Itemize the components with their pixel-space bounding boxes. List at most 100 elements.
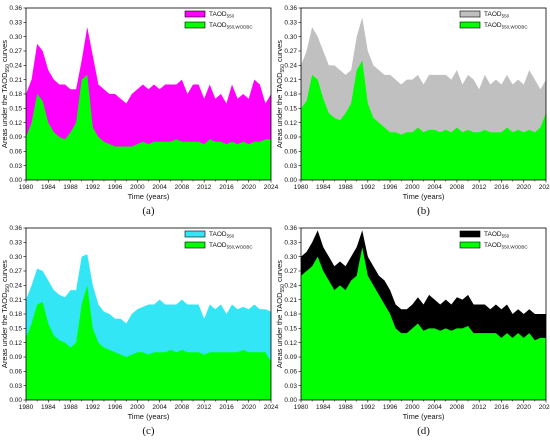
x-tick-label: 2004 (427, 404, 442, 411)
y-tick-label: 0.36 (284, 5, 297, 12)
x-tick-label: 1984 (316, 404, 331, 411)
legend-label: TAOD550 (209, 231, 235, 239)
legend-swatch (459, 10, 481, 18)
x-tick-label: 1996 (108, 404, 123, 411)
y-tick-label: 0.00 (284, 177, 297, 184)
y-tick-label: 0.18 (9, 311, 22, 318)
y-tick-label: 0.00 (9, 397, 22, 404)
y-axis-title: Areas under the TAOD550 curves (0, 260, 11, 368)
x-axis-title: Time (years) (128, 192, 170, 201)
x-tick-label: 2020 (241, 184, 256, 191)
x-tick-label: 2004 (152, 184, 167, 191)
y-tick-label: 0.15 (9, 106, 22, 113)
x-tick-label: 2012 (472, 184, 487, 191)
y-tick-label: 0.03 (284, 163, 297, 170)
x-tick-label: 1996 (383, 404, 398, 411)
legend-swatch (459, 230, 481, 238)
legend-swatch (184, 241, 206, 249)
x-tick-label: 2024 (264, 404, 279, 411)
y-tick-label: 0.30 (284, 34, 297, 41)
legend-label: TAOD550 (209, 11, 235, 19)
y-tick-label: 0.21 (9, 297, 22, 304)
legend-swatch (184, 10, 206, 18)
y-axis-title: Areas under the TAOD550 curves (0, 40, 11, 148)
y-tick-label: 0.33 (9, 20, 22, 27)
x-tick-label: 2000 (405, 404, 420, 411)
y-tick-label: 0.03 (9, 163, 22, 170)
area-series-2 (26, 285, 271, 400)
y-tick-label: 0.24 (9, 63, 22, 70)
y-tick-label: 0.06 (9, 369, 22, 376)
x-tick-label: 2008 (175, 404, 190, 411)
x-tick-label: 2024 (264, 184, 279, 191)
x-tick-label: 2004 (427, 184, 442, 191)
y-tick-label: 0.33 (284, 20, 297, 27)
area-chart-a: 0.00 0.03 0.06 0.09 0.12 0.15 0.18 0.21 0.24 0.27… (0, 5, 279, 217)
x-tick-label: 1996 (108, 184, 123, 191)
x-tick-label: 1988 (338, 184, 353, 191)
legend-swatch (459, 21, 481, 29)
y-tick-label: 0.03 (9, 383, 22, 390)
y-tick-label: 0.27 (284, 268, 297, 275)
x-tick-label: 2020 (516, 184, 531, 191)
y-tick-label: 0.36 (9, 225, 22, 232)
x-tick-label: 1980 (294, 184, 309, 191)
x-tick-label: 2008 (450, 184, 465, 191)
x-tick-label: 2000 (130, 404, 145, 411)
x-tick-label: 1980 (19, 184, 34, 191)
area-chart-d: 0.00 0.03 0.06 0.09 0.12 0.15 0.18 0.21 0.24 0.27… (275, 225, 550, 437)
x-tick-label: 1992 (86, 184, 101, 191)
y-tick-label: 0.36 (9, 5, 22, 12)
x-tick-label: 2008 (450, 404, 465, 411)
y-tick-label: 0.09 (9, 354, 22, 361)
x-tick-label: 1980 (294, 404, 309, 411)
x-tick-label: 2020 (241, 404, 256, 411)
legend-label: TAOD550 (484, 11, 510, 19)
chart-panel-b: 0.00 0.03 0.06 0.09 0.12 0.15 0.18 0.21 0.24 0.27… (275, 0, 550, 220)
chart-panel-a: 0.00 0.03 0.06 0.09 0.12 0.15 0.18 0.21 0.24 0.27… (0, 0, 279, 220)
x-tick-label: 1992 (361, 404, 376, 411)
y-tick-label: 0.09 (284, 354, 297, 361)
x-tick-label: 2000 (405, 184, 420, 191)
panel-caption: (d) (417, 425, 430, 437)
x-tick-label: 1984 (41, 184, 56, 191)
y-tick-label: 0.06 (9, 149, 22, 156)
area-chart-c: 0.00 0.03 0.06 0.09 0.12 0.15 0.18 0.21 0.24 0.27… (0, 225, 279, 437)
y-tick-label: 0.00 (284, 397, 297, 404)
x-tick-label: 1984 (316, 184, 331, 191)
y-tick-label: 0.18 (284, 311, 297, 318)
y-tick-label: 0.27 (9, 268, 22, 275)
legend-label: TAOD550,WODBC (209, 22, 253, 30)
y-tick-label: 0.12 (9, 340, 22, 347)
x-tick-label: 1988 (338, 404, 353, 411)
area-series-2 (26, 74, 271, 180)
y-tick-label: 0.00 (9, 177, 22, 184)
y-tick-label: 0.15 (9, 326, 22, 333)
legend-label: TAOD550,WODBC (484, 22, 528, 30)
y-tick-label: 0.03 (284, 383, 297, 390)
chart-panel-c: 0.00 0.03 0.06 0.09 0.12 0.15 0.18 0.21 0.24 0.27… (0, 220, 279, 440)
x-tick-label: 2016 (219, 184, 234, 191)
y-tick-label: 0.30 (9, 254, 22, 261)
x-tick-label: 2004 (152, 404, 167, 411)
x-tick-label: 2012 (197, 404, 212, 411)
legend-label: TAOD550,WODBC (484, 242, 528, 250)
y-tick-label: 0.27 (284, 48, 297, 55)
y-tick-label: 0.15 (284, 326, 297, 333)
legend-label: TAOD550,WODBC (209, 242, 253, 250)
y-tick-label: 0.21 (284, 297, 297, 304)
legend-label: TAOD550 (484, 231, 510, 239)
legend-swatch (184, 230, 206, 238)
chart-panel-d: 0.00 0.03 0.06 0.09 0.12 0.15 0.18 0.21 0.24 0.27… (275, 220, 550, 440)
y-tick-label: 0.06 (284, 369, 297, 376)
x-tick-label: 2024 (539, 404, 550, 411)
panel-caption: (c) (142, 425, 155, 437)
x-tick-label: 1992 (361, 184, 376, 191)
x-tick-label: 2016 (494, 404, 509, 411)
y-tick-label: 0.09 (9, 134, 22, 141)
y-tick-label: 0.27 (9, 48, 22, 55)
x-tick-label: 1992 (86, 404, 101, 411)
x-tick-label: 1996 (383, 184, 398, 191)
x-tick-label: 1988 (63, 184, 78, 191)
x-tick-label: 2020 (516, 404, 531, 411)
